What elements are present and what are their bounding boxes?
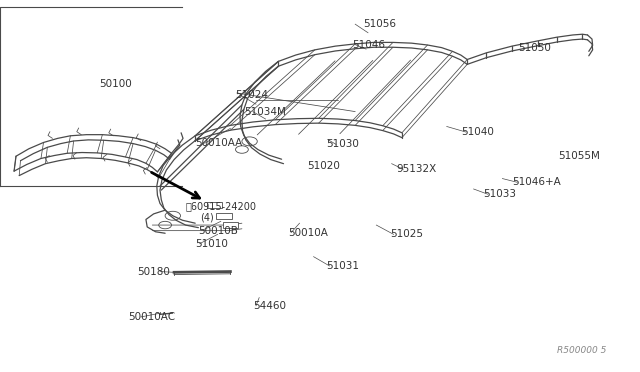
Text: 51031: 51031 bbox=[326, 261, 360, 271]
Text: 51024: 51024 bbox=[236, 90, 269, 100]
Text: 50010AA: 50010AA bbox=[195, 138, 243, 148]
Text: (4): (4) bbox=[200, 213, 213, 222]
Text: Ⓢ60915-24200: Ⓢ60915-24200 bbox=[186, 202, 257, 211]
Text: 50010A: 50010A bbox=[288, 228, 328, 237]
Text: 50180: 50180 bbox=[138, 267, 170, 276]
Text: 50010AC: 50010AC bbox=[128, 312, 175, 322]
Text: 51025: 51025 bbox=[390, 230, 424, 239]
Text: 50010B: 50010B bbox=[198, 226, 238, 235]
Text: 51056: 51056 bbox=[364, 19, 397, 29]
Text: 51050: 51050 bbox=[518, 44, 551, 53]
Text: 51034M: 51034M bbox=[244, 107, 286, 116]
Text: 51046+A: 51046+A bbox=[512, 177, 561, 187]
Bar bbox=[207, 202, 222, 208]
Text: R500000 5: R500000 5 bbox=[557, 346, 606, 355]
Text: 51046: 51046 bbox=[352, 40, 385, 49]
Text: 51010: 51010 bbox=[195, 239, 228, 248]
Text: 51055M: 51055M bbox=[558, 151, 600, 161]
Text: 95132X: 95132X bbox=[397, 164, 437, 174]
Text: 51040: 51040 bbox=[461, 127, 493, 137]
Text: 51033: 51033 bbox=[483, 189, 516, 199]
Text: 54460: 54460 bbox=[253, 301, 286, 311]
Text: 51030: 51030 bbox=[326, 140, 359, 149]
Text: 51020: 51020 bbox=[307, 161, 340, 170]
Bar bbox=[223, 222, 238, 228]
Bar bbox=[216, 213, 232, 219]
Text: 50100: 50100 bbox=[99, 79, 132, 89]
